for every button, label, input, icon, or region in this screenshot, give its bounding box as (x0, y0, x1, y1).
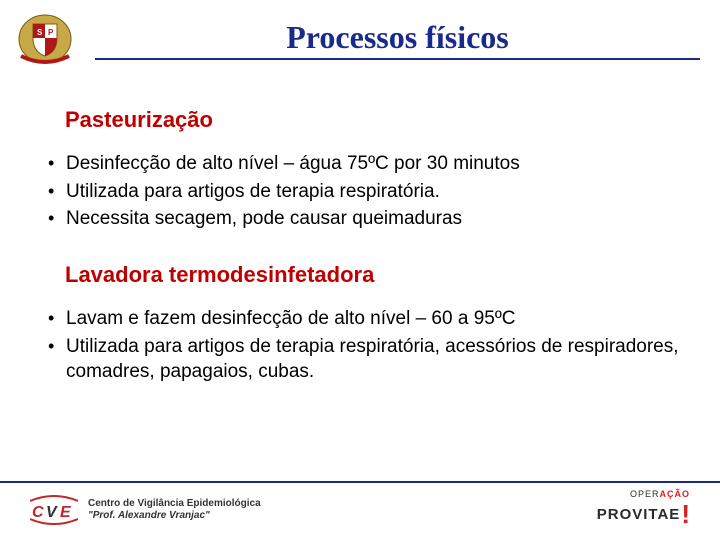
cve-text: Centro de Vigilância Epidemiológica "Pro… (88, 498, 261, 522)
cve-line1: Centro de Vigilância Epidemiológica (88, 498, 261, 510)
provitae-logo: OPERAÇÃO PROVITAE! (597, 489, 690, 530)
state-crest-icon: S P (15, 12, 75, 67)
svg-text:C: C (32, 504, 44, 521)
provitae-acao: AÇÃO (660, 489, 691, 499)
bullet-list-2: Lavam e fazem desinfecção de alto nível … (30, 306, 690, 385)
svg-text:P: P (48, 28, 54, 37)
slide-body: Pasteurização Desinfecção de alto nível … (0, 67, 720, 385)
provitae-main-row: PROVITAE! (597, 499, 690, 530)
list-item: Necessita secagem, pode causar queimadur… (48, 206, 690, 232)
slide-header: S P Processos físicos (0, 0, 720, 67)
cve-logo-icon: C V E (30, 495, 78, 525)
provitae-main: PROVITAE (597, 506, 681, 523)
section-heading-2: Lavadora termodesinfetadora (65, 262, 690, 288)
slide-footer: C V E Centro de Vigilância Epidemiológic… (0, 481, 720, 530)
cve-line2: "Prof. Alexandre Vranjac" (88, 510, 261, 522)
list-item: Utilizada para artigos de terapia respir… (48, 179, 690, 205)
page-title: Processos físicos (95, 19, 700, 56)
svg-text:E: E (60, 504, 72, 521)
list-item: Desinfecção de alto nível – água 75ºC po… (48, 151, 690, 177)
list-item: Lavam e fazem desinfecção de alto nível … (48, 306, 690, 332)
bullet-list-1: Desinfecção de alto nível – água 75ºC po… (30, 151, 690, 232)
provitae-bang-icon: ! (681, 499, 690, 530)
svg-text:S: S (37, 28, 43, 37)
list-item: Utilizada para artigos de terapia respir… (48, 334, 690, 385)
provitae-top: OPERAÇÃO (597, 489, 690, 499)
section-heading-1: Pasteurização (65, 107, 690, 133)
cve-logo-block: C V E Centro de Vigilância Epidemiológic… (30, 495, 261, 525)
title-rule: Processos físicos (95, 19, 700, 60)
provitae-oper: OPER (630, 489, 660, 499)
svg-text:V: V (46, 504, 58, 521)
